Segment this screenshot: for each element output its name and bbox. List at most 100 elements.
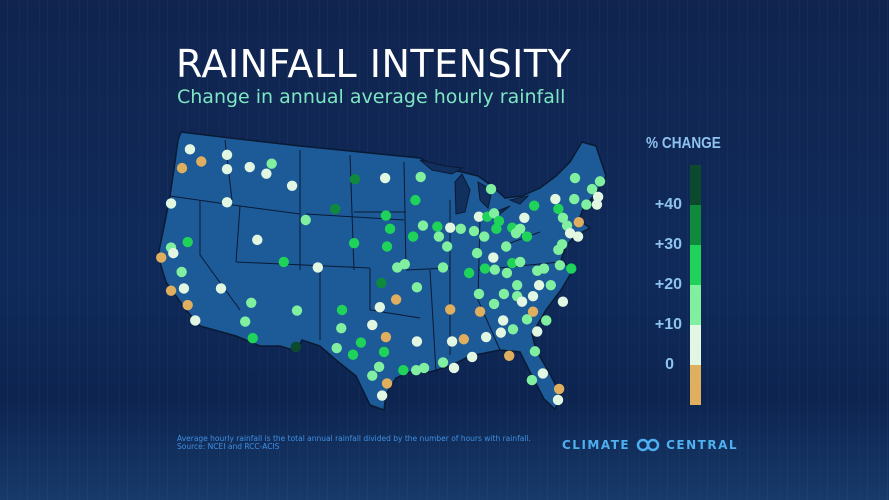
- station-dot: [557, 296, 569, 307]
- station-markers: [156, 144, 606, 406]
- station-dot: [355, 337, 367, 348]
- station-dot: [399, 258, 411, 270]
- station-dot: [374, 302, 386, 313]
- station-dot: [445, 304, 456, 315]
- station-dot: [367, 370, 378, 381]
- station-dot: [553, 203, 564, 215]
- station-dot: [330, 203, 341, 215]
- station-dot: [485, 183, 497, 195]
- station-dot: [176, 162, 188, 174]
- station-dot: [407, 231, 419, 242]
- station-dot: [527, 306, 539, 317]
- state-borders: [169, 139, 561, 373]
- station-dot: [528, 200, 540, 211]
- station-dot: [367, 319, 378, 331]
- station-dot: [278, 256, 289, 268]
- footnote-note: Average hourly rainfall is the total ann…: [177, 434, 531, 443]
- station-dot: [221, 164, 233, 175]
- footnote: Average hourly rainfall is the total ann…: [177, 435, 531, 451]
- station-dot: [501, 267, 513, 279]
- legend-colorbar: [690, 165, 701, 405]
- station-dot: [178, 283, 190, 294]
- station-dot: [473, 288, 485, 300]
- station-dot: [488, 208, 500, 219]
- station-dot: [165, 285, 177, 296]
- climate-central-logo: CLIMATE CENTRAL: [562, 438, 738, 452]
- station-dot: [564, 228, 576, 239]
- legend-label-40: +40: [654, 196, 682, 213]
- station-dot: [569, 193, 580, 205]
- station-dot: [196, 156, 207, 167]
- station-dot: [537, 368, 549, 379]
- station-dot: [529, 346, 541, 357]
- station-dot: [480, 331, 492, 343]
- station-dot: [182, 236, 193, 248]
- station-dot: [312, 262, 324, 273]
- station-dot: [458, 334, 470, 345]
- station-dot: [415, 171, 426, 183]
- station-dot: [290, 341, 302, 353]
- station-dot: [432, 221, 443, 232]
- station-dot: [511, 279, 523, 291]
- station-dot: [418, 362, 430, 374]
- station-dot: [479, 231, 490, 242]
- station-dot: [376, 390, 388, 401]
- station-dot: [557, 212, 569, 223]
- station-dot: [497, 315, 509, 326]
- station-dot: [592, 191, 604, 203]
- legend-title: % CHANGE: [646, 135, 721, 152]
- station-dot: [553, 244, 564, 256]
- station-dot: [445, 222, 456, 233]
- station-dot: [182, 299, 193, 311]
- logo-icon: [636, 438, 660, 452]
- station-dot: [349, 173, 361, 185]
- station-dot: [591, 199, 603, 210]
- station-dot: [495, 327, 507, 338]
- station-dot: [168, 247, 179, 259]
- station-dot: [246, 297, 257, 309]
- station-dot: [398, 364, 409, 376]
- station-dot: [488, 298, 500, 310]
- station-dot: [376, 277, 387, 289]
- station-dot: [291, 305, 303, 316]
- station-dot: [498, 288, 510, 300]
- station-dot: [479, 263, 491, 274]
- station-dot: [261, 168, 272, 179]
- station-dot: [507, 324, 519, 335]
- station-dot: [521, 314, 533, 325]
- station-dot: [380, 331, 392, 343]
- station-dot: [489, 264, 501, 275]
- legend-swatch-40+: [690, 165, 701, 205]
- station-dot: [448, 362, 460, 374]
- station-dot: [384, 223, 396, 235]
- station-dot: [507, 257, 518, 269]
- station-dot: [545, 279, 557, 291]
- station-dot: [527, 290, 539, 302]
- station-dot: [411, 336, 423, 347]
- station-dot: [541, 315, 552, 326]
- station-dot: [239, 316, 251, 327]
- station-dot: [378, 346, 390, 358]
- station-dot: [538, 263, 550, 274]
- legend-swatch-0-10: [690, 325, 701, 365]
- logo-text-left: CLIMATE: [562, 438, 631, 452]
- station-dot: [336, 304, 348, 316]
- station-dot: [437, 357, 449, 368]
- station-dot: [552, 394, 564, 406]
- legend-label-30: +30: [654, 236, 682, 253]
- station-dot: [266, 158, 277, 169]
- footnote-source: Source: NCEI and RCC-ACIS: [177, 442, 280, 451]
- page-subtitle: Change in annual average hourly rainfall: [177, 86, 566, 108]
- station-dot: [221, 197, 233, 208]
- station-dot: [336, 323, 347, 334]
- legend-swatch-20-30: [690, 245, 701, 285]
- station-dot: [473, 211, 485, 222]
- station-dot: [514, 256, 526, 268]
- station-dot: [516, 296, 528, 307]
- station-dot: [554, 260, 566, 271]
- station-dot: [331, 342, 342, 354]
- station-dot: [300, 214, 311, 226]
- station-dot: [586, 183, 598, 195]
- station-dot: [244, 161, 255, 173]
